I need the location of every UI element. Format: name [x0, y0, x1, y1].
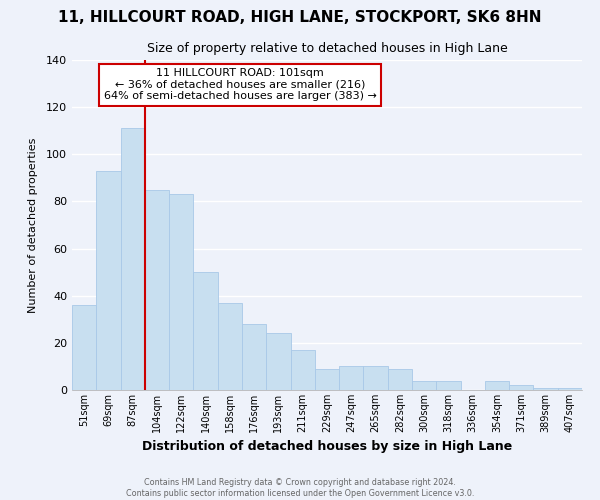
Bar — [145, 190, 169, 390]
Bar — [364, 366, 388, 390]
Bar — [339, 366, 364, 390]
Bar — [533, 388, 558, 390]
Bar — [242, 324, 266, 390]
Text: Contains HM Land Registry data © Crown copyright and database right 2024.
Contai: Contains HM Land Registry data © Crown c… — [126, 478, 474, 498]
Bar — [436, 380, 461, 390]
Bar — [290, 350, 315, 390]
Bar — [509, 386, 533, 390]
Bar — [485, 380, 509, 390]
Text: 11 HILLCOURT ROAD: 101sqm
← 36% of detached houses are smaller (216)
64% of semi: 11 HILLCOURT ROAD: 101sqm ← 36% of detac… — [104, 68, 377, 102]
Bar — [72, 305, 96, 390]
Bar — [388, 369, 412, 390]
Bar — [558, 388, 582, 390]
Title: Size of property relative to detached houses in High Lane: Size of property relative to detached ho… — [146, 42, 508, 54]
Bar — [266, 334, 290, 390]
X-axis label: Distribution of detached houses by size in High Lane: Distribution of detached houses by size … — [142, 440, 512, 454]
Bar — [218, 303, 242, 390]
Text: 11, HILLCOURT ROAD, HIGH LANE, STOCKPORT, SK6 8HN: 11, HILLCOURT ROAD, HIGH LANE, STOCKPORT… — [58, 10, 542, 25]
Bar — [193, 272, 218, 390]
Bar — [121, 128, 145, 390]
Bar — [169, 194, 193, 390]
Bar — [412, 380, 436, 390]
Y-axis label: Number of detached properties: Number of detached properties — [28, 138, 38, 312]
Bar — [315, 369, 339, 390]
Bar — [96, 171, 121, 390]
